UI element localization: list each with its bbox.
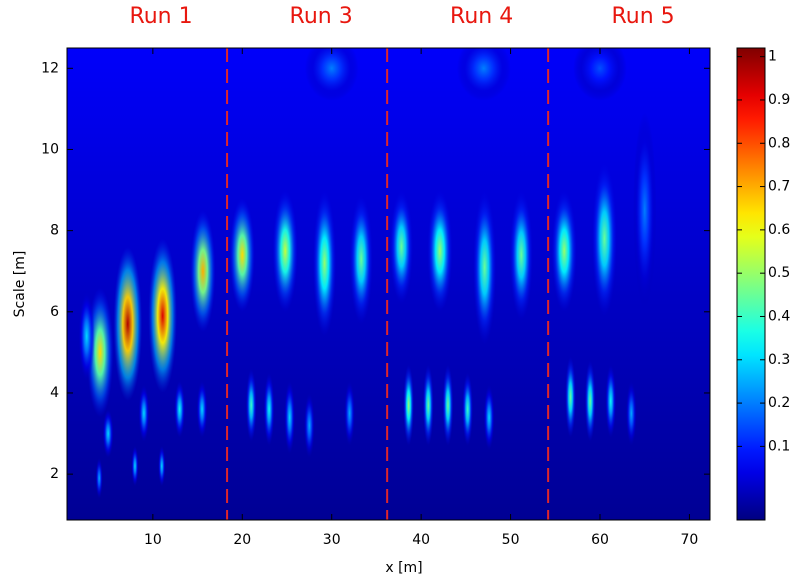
x-axis-label: x [m]: [385, 560, 422, 576]
heat-blob: [509, 190, 533, 320]
heat-blob: [473, 190, 497, 345]
heat-blob: [389, 190, 414, 304]
plot-frame: [66, 47, 711, 521]
heat-blob: [190, 210, 216, 333]
colorbar-tick-label: 0.5: [768, 265, 790, 281]
heat-blob: [196, 380, 208, 438]
colorbar-tick-label: 0.8: [768, 135, 790, 151]
heat-blob: [263, 372, 275, 446]
x-tick-label: 20: [233, 532, 251, 548]
heat-blob: [229, 198, 255, 312]
heat-blob: [349, 194, 373, 324]
heat-blob: [138, 384, 150, 442]
colorbar-tick-label: 0.1: [768, 438, 790, 454]
heatmap: [78, 48, 657, 499]
heat-blob: [78, 291, 95, 381]
x-tick-label: 40: [412, 532, 430, 548]
heat-blob: [131, 445, 139, 487]
y-tick-label: 8: [50, 223, 59, 239]
heat-blob: [95, 457, 103, 499]
run-label: Run 1: [129, 4, 192, 29]
colorbar-tick-label: 0.3: [768, 352, 790, 368]
heat-blob: [113, 246, 143, 402]
heat-blob: [584, 360, 596, 442]
colorbar-tick-label: 1: [768, 49, 777, 65]
run-label: Run 3: [290, 4, 353, 29]
heat-blob: [573, 48, 627, 101]
colorbar: [736, 47, 766, 521]
run-label: Run 5: [611, 4, 674, 29]
heat-blob: [245, 368, 257, 442]
x-tick-label: 60: [591, 532, 609, 548]
x-tick-label: 30: [323, 532, 341, 548]
y-tick-label: 2: [50, 466, 59, 482]
heat-blob: [344, 380, 355, 446]
x-tick-label: 70: [681, 532, 699, 548]
y-tick-label: 6: [50, 304, 59, 320]
heat-blob: [483, 384, 495, 450]
heat-blob: [591, 161, 617, 316]
run-label: Run 4: [450, 4, 513, 29]
heat-blob: [158, 445, 166, 487]
heat-blob: [304, 48, 359, 101]
heat-blob: [403, 364, 414, 446]
colorbar-tick-label: 0.2: [768, 395, 790, 411]
y-tick-label: 4: [50, 385, 59, 401]
colorbar-tick-label: 0.7: [768, 179, 790, 195]
heat-blob: [551, 190, 577, 312]
heat-blob: [633, 112, 657, 308]
heat-blob: [102, 409, 114, 458]
y-tick-label: 12: [41, 60, 59, 76]
y-tick-label: 10: [41, 141, 59, 157]
colorbar-tick-label: 0.4: [768, 308, 790, 324]
x-tick-label: 50: [502, 532, 520, 548]
heat-blob: [148, 238, 177, 393]
heat-blob: [565, 356, 576, 438]
heat-blob: [625, 380, 637, 446]
heat-blob: [605, 364, 617, 438]
colorbar-tick-label: 0.9: [768, 92, 790, 108]
heat-blob: [312, 190, 337, 337]
heat-blob: [456, 48, 511, 101]
colorbar-tick-label: 0.6: [768, 222, 790, 238]
heat-blob: [272, 190, 298, 312]
heat-blob: [462, 372, 474, 446]
heat-blob: [284, 380, 296, 454]
heat-blob: [442, 364, 454, 446]
heat-blob: [303, 392, 315, 458]
heat-blob: [174, 380, 186, 438]
y-axis-label: Scale [m]: [12, 251, 28, 318]
heat-blob: [427, 190, 453, 312]
x-tick-label: 10: [144, 532, 162, 548]
heat-blob: [422, 364, 434, 446]
